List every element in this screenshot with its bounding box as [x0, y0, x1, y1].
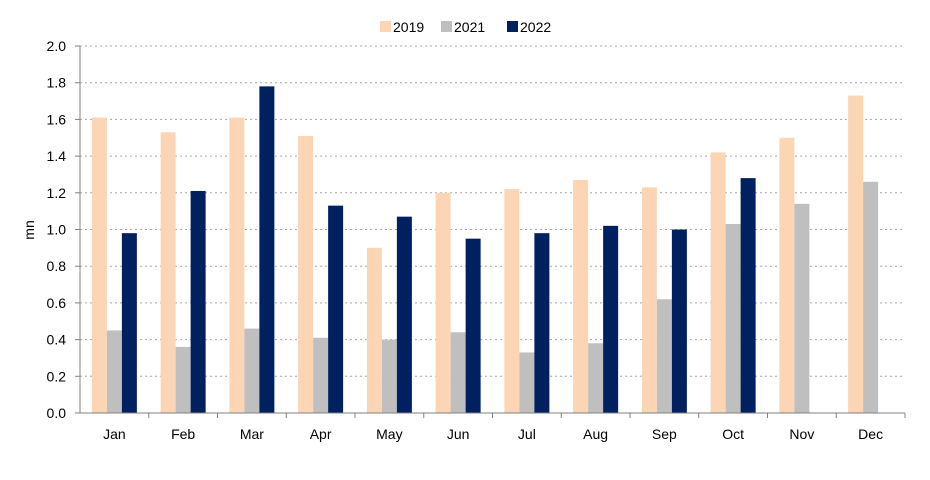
bar-2022-oct	[740, 178, 756, 413]
bar-2021-nov	[794, 203, 810, 413]
bar-2021-sep	[656, 299, 672, 413]
y-tick-label: 1.2	[47, 185, 67, 201]
y-tick-label: 1.0	[47, 222, 67, 238]
y-tick-label: 1.8	[47, 75, 67, 91]
bar-2019-mar	[229, 117, 245, 413]
bar-2022-sep	[671, 229, 687, 413]
x-tick-label: Apr	[310, 426, 332, 442]
x-tick-label: Jan	[103, 426, 126, 442]
bar-2019-apr	[298, 135, 314, 414]
bar-2019-jul	[504, 189, 520, 413]
x-tick-label: Jun	[447, 426, 470, 442]
x-tick-label: Jul	[518, 426, 536, 442]
bar-2022-feb	[190, 190, 206, 413]
bar-2022-jun	[465, 238, 481, 413]
bar-2021-dec	[863, 181, 879, 413]
legend-swatch-2021	[441, 21, 452, 32]
bar-2021-oct	[725, 223, 741, 413]
bar-2021-jun	[450, 332, 466, 413]
bars	[91, 86, 879, 414]
legend-swatch-2019	[380, 21, 391, 32]
bar-2019-sep	[641, 187, 657, 413]
bar-2021-mar	[244, 328, 260, 413]
x-tick-label: May	[376, 426, 402, 442]
x-tick-label: Mar	[240, 426, 264, 442]
bar-2021-feb	[175, 346, 191, 413]
x-tick-labels: Jan Feb Mar Apr May Jun Jul Aug Sep Oct Nov Dec	[103, 426, 883, 442]
x-tick-label: Oct	[722, 426, 744, 442]
legend-swatch-2022	[507, 21, 518, 32]
bar-2019-dec	[848, 95, 864, 414]
bar-2022-jul	[534, 233, 550, 413]
bar-2019-nov	[779, 137, 795, 413]
y-tick-label: 0.8	[47, 258, 67, 274]
bar-2019-jan	[91, 117, 107, 413]
bar-2021-aug	[588, 343, 604, 413]
x-tick-label: Nov	[789, 426, 814, 442]
bar-2019-aug	[573, 179, 589, 413]
axes	[75, 45, 906, 418]
bar-2019-may	[366, 247, 382, 413]
y-tick-label: 0.6	[47, 295, 67, 311]
bar-2022-apr	[328, 205, 344, 413]
bar-2022-may	[396, 216, 412, 413]
x-tick-label: Sep	[652, 426, 677, 442]
bar-2021-jan	[106, 330, 122, 413]
bar-2021-apr	[313, 337, 329, 413]
y-axis-title: mn	[21, 220, 37, 239]
bar-2022-jan	[121, 233, 137, 413]
y-tick-label: 0.0	[47, 405, 67, 421]
x-tick-label: Feb	[171, 426, 195, 442]
legend-label-2019: 2019	[393, 19, 424, 35]
bar-2019-feb	[160, 132, 176, 413]
x-tick-label: Aug	[583, 426, 608, 442]
y-tick-label: 0.4	[47, 332, 67, 348]
bar-2022-mar	[259, 86, 275, 414]
y-tick-labels: 0.0 0.2 0.4 0.6 0.8 1.0 1.2 1.4 1.6 1.8 2.0	[47, 38, 67, 421]
x-tick-label: Dec	[858, 426, 883, 442]
y-tick-label: 1.4	[47, 148, 67, 164]
bar-2022-aug	[603, 225, 619, 413]
bar-2021-jul	[519, 352, 535, 413]
bar-2019-oct	[710, 152, 726, 413]
y-tick-label: 1.6	[47, 111, 67, 127]
bar-2021-may	[381, 339, 397, 413]
legend: 2019 2021 2022	[380, 19, 551, 35]
bar-2019-jun	[435, 192, 451, 413]
legend-label-2021: 2021	[454, 19, 485, 35]
legend-label-2022: 2022	[520, 19, 551, 35]
y-tick-label: 2.0	[47, 38, 67, 54]
y-tick-label: 0.2	[47, 368, 67, 384]
